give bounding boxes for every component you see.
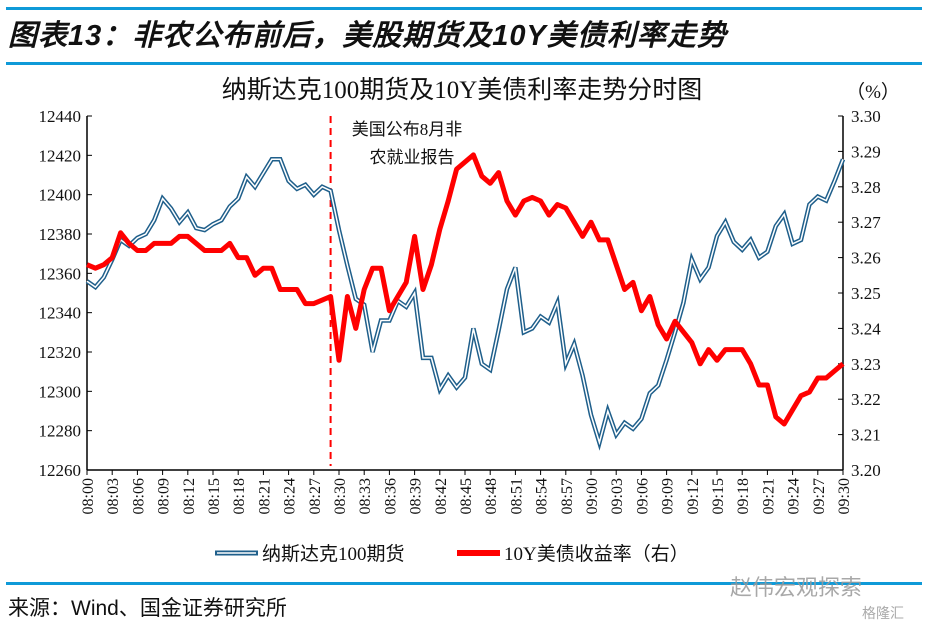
- series-nasdaq-line: [85, 157, 846, 451]
- left-tick-label: 12360: [39, 264, 82, 283]
- x-tick-label: 08:39: [408, 478, 425, 514]
- annotation-line-1: 美国公布8月非: [352, 120, 463, 139]
- x-tick-label: 09:09: [660, 478, 677, 514]
- x-tick-label: 08:30: [332, 478, 349, 514]
- x-tick-label: 08:24: [282, 478, 299, 514]
- title-rule: [6, 62, 922, 65]
- annotation-line-2: 农就业报告: [370, 148, 455, 167]
- x-tick-label: 08:51: [508, 478, 525, 514]
- x-tick-label: 08:18: [231, 478, 248, 514]
- legend-label-yield: 10Y美债收益率（右）: [504, 543, 689, 565]
- watermark-logo: 赵伟宏观探索: [730, 576, 863, 601]
- right-tick-label: 3.20: [851, 461, 881, 480]
- x-tick-label: 08:12: [181, 478, 198, 514]
- x-tick-label: 08:57: [559, 478, 576, 514]
- x-tick-label: 08:09: [156, 478, 173, 514]
- right-tick-label: 3.23: [851, 355, 881, 374]
- legend-label-nasdaq: 纳斯达克100期货: [262, 543, 405, 565]
- x-tick-label: 09:27: [811, 478, 828, 514]
- x-tick-label: 08:00: [80, 478, 97, 514]
- x-tick-label: 09:12: [685, 478, 702, 514]
- left-tick-label: 12300: [39, 382, 82, 401]
- left-tick-label: 12280: [39, 422, 82, 441]
- watermark-logo-2: 格隆汇: [862, 606, 904, 622]
- x-tick-label: 09:06: [634, 478, 651, 514]
- right-tick-label: 3.24: [851, 319, 881, 338]
- source-note: 来源：Wind、国金证券研究所: [8, 597, 287, 620]
- x-tick-label: 08:03: [105, 478, 122, 514]
- series-nasdaq-line-inner: [86, 158, 844, 446]
- right-tick-label: 3.30: [851, 107, 881, 126]
- x-tick-label: 08:21: [256, 478, 273, 514]
- series-yield-line: [86, 152, 845, 427]
- right-axis-unit: （%）: [846, 81, 900, 103]
- x-tick-label: 09:15: [710, 478, 727, 514]
- right-tick-label: 3.26: [851, 249, 881, 268]
- x-tick-label: 09:24: [786, 478, 803, 514]
- left-tick-label: 12260: [39, 461, 82, 480]
- x-tick-label: 09:03: [609, 478, 626, 514]
- x-tick-label: 08:15: [206, 478, 223, 514]
- right-tick-label: 3.25: [851, 284, 881, 303]
- left-tick-label: 12380: [39, 225, 82, 244]
- bottom-rule: [6, 582, 922, 585]
- x-tick-label: 09:00: [584, 478, 601, 514]
- x-tick-label: 08:36: [382, 478, 399, 514]
- left-tick-label: 12340: [39, 304, 82, 323]
- x-tick-label: 09:30: [836, 478, 853, 514]
- chart-title: 纳斯达克100期货及10Y美债利率走势分时图: [222, 76, 703, 104]
- x-tick-label: 09:18: [735, 478, 752, 514]
- left-tick-label: 12420: [39, 146, 82, 165]
- right-tick-label: 3.21: [851, 426, 881, 445]
- x-tick-label: 09:21: [760, 478, 777, 514]
- x-tick-label: 08:27: [307, 478, 324, 514]
- right-tick-label: 3.27: [851, 213, 881, 232]
- x-tick-label: 08:42: [433, 478, 450, 514]
- left-tick-label: 12320: [39, 343, 82, 362]
- x-tick-label: 08:45: [458, 478, 475, 514]
- right-tick-label: 3.28: [851, 178, 881, 197]
- x-tick-label: 08:06: [130, 478, 147, 514]
- legend: 纳斯达克100期货 10Y美债收益率（右）: [215, 543, 689, 565]
- top-rule: [6, 7, 922, 10]
- right-tick-label: 3.22: [851, 390, 881, 409]
- x-tick-label: 08:48: [483, 478, 500, 514]
- figure-title: 图表13：非农公布前后，美股期货及10Y美债利率走势: [8, 20, 727, 52]
- left-tick-label: 12400: [39, 186, 82, 205]
- left-tick-label: 12440: [39, 107, 82, 126]
- x-tick-label: 08:33: [357, 478, 374, 514]
- right-tick-label: 3.29: [851, 142, 881, 161]
- x-tick-label: 08:54: [534, 478, 551, 514]
